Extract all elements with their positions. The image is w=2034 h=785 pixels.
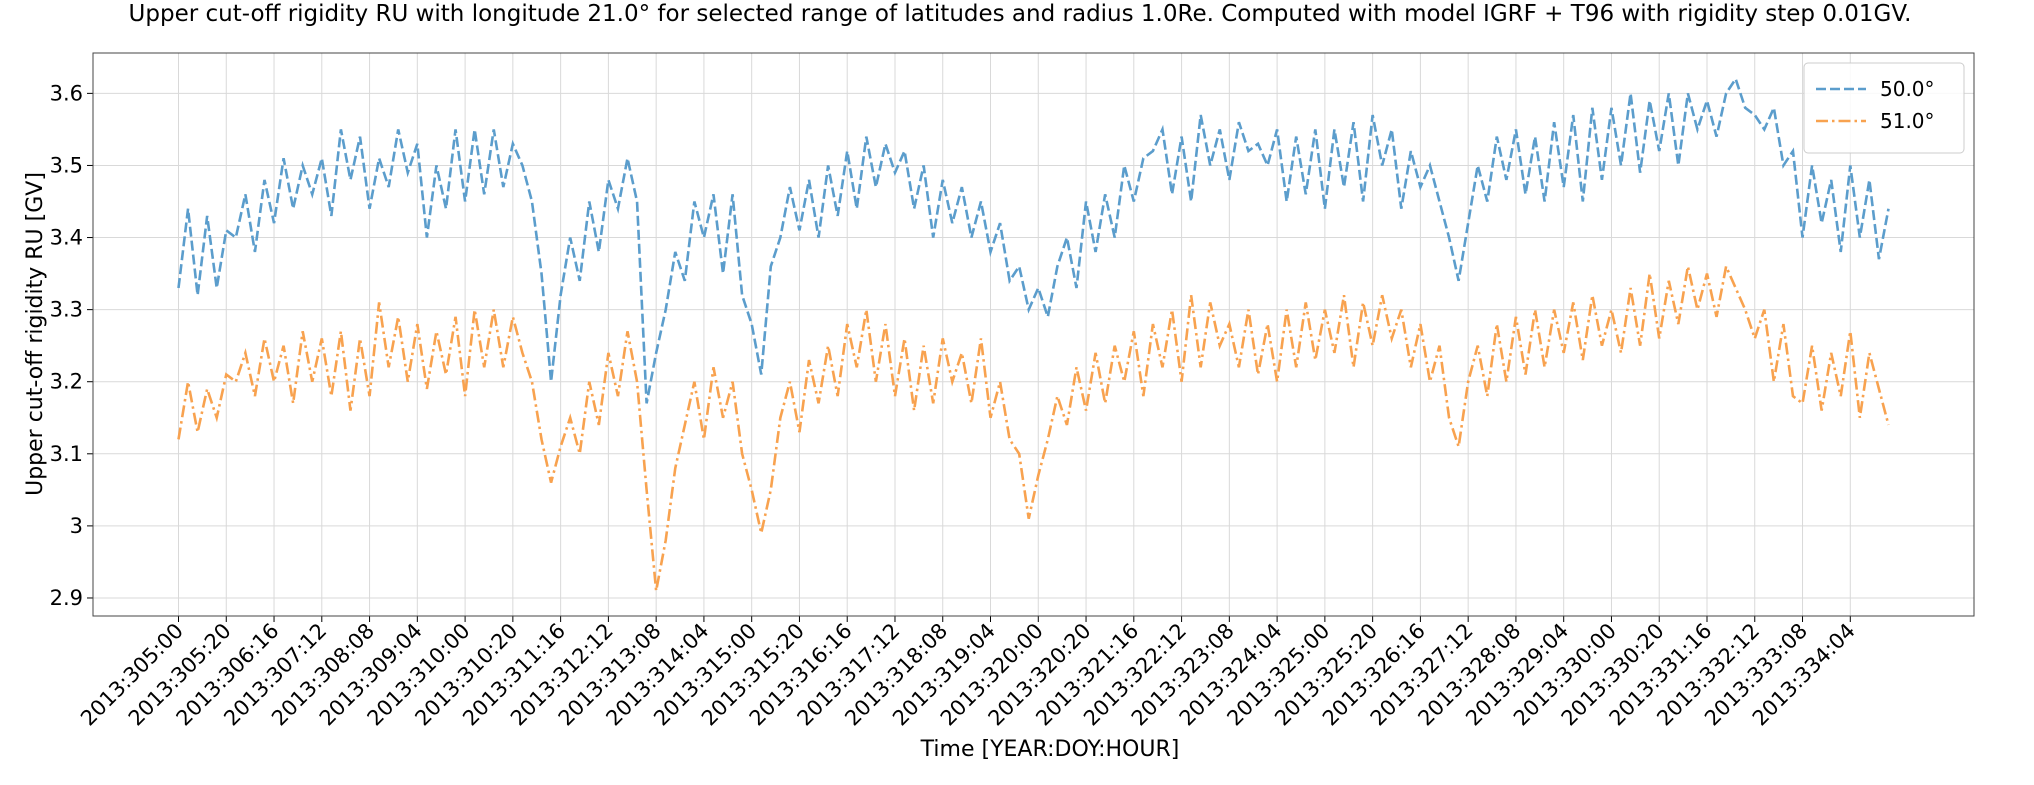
chart-title: Upper cut-off rigidity RU with longitude…: [128, 1, 1912, 27]
y-tick-label: 3.6: [50, 81, 83, 105]
y-tick-label: 3.5: [50, 153, 83, 177]
series-line: [177, 76, 1890, 404]
y-tick-label: 3.1: [50, 442, 83, 466]
y-tick-label: 3.3: [50, 298, 83, 322]
y-tick-label: 2.9: [50, 586, 83, 610]
x-axis-label: Time [YEAR:DOY:HOUR]: [920, 737, 1180, 762]
y-tick-label: 3.4: [50, 226, 83, 250]
legend: 50.0° 51.0°: [1803, 62, 1965, 154]
y-axis-label: Upper cut-off rigidity RU [GV]: [23, 172, 48, 496]
legend-label: 51.0°: [1880, 109, 1935, 133]
y-tick-label: 3.2: [50, 370, 83, 394]
y-tick-label: 3: [70, 514, 83, 538]
legend-box: [1803, 62, 1965, 154]
plot-frame: [92, 52, 1975, 617]
series-line: [177, 262, 1890, 592]
legend-label: 50.0°: [1880, 77, 1935, 101]
